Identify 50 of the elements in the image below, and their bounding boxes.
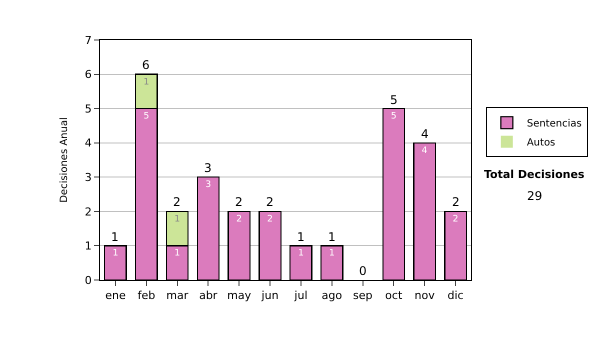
data-label: 1 [144, 77, 150, 88]
total-label: 4 [421, 127, 429, 141]
text: 29 [527, 189, 542, 203]
total-label: 1 [328, 230, 336, 244]
total-label: 0 [359, 264, 367, 278]
y-tick-label: 5 [84, 102, 92, 116]
y-axis-title: Decisiones Anual [58, 117, 70, 203]
total-label: 2 [452, 195, 460, 209]
y-tick-label: 3 [84, 170, 92, 184]
data-label: 1 [174, 214, 180, 224]
y-tick-label: 6 [84, 68, 92, 82]
total-label: 2 [173, 195, 181, 209]
text: Total Decisiones [484, 168, 585, 181]
y-tick-label: 2 [84, 205, 92, 218]
x-tick-label: jul [293, 289, 308, 302]
total-label: 5 [390, 93, 398, 107]
x-tick-label: oct [385, 289, 403, 302]
y-tick-label: 1 [84, 240, 92, 253]
x-tick-label: abr [199, 289, 218, 302]
total-label: 2 [266, 195, 274, 209]
data-label: 2 [236, 214, 242, 224]
x-tick-label: jun [260, 289, 279, 302]
data-label: 4 [422, 146, 428, 156]
total-label: 2 [235, 195, 243, 209]
x-tick-label: mar [166, 289, 189, 302]
total-label: 3 [204, 161, 212, 175]
data-label: 3 [205, 180, 212, 190]
data-label: 1 [298, 248, 304, 259]
data-label: 5 [390, 112, 397, 122]
data-label: 1 [174, 248, 180, 259]
x-tick-label: nov [414, 289, 436, 302]
legend-label: Sentencias [526, 118, 582, 130]
x-tick-label: ene [105, 289, 126, 302]
x-tick-label: may [227, 289, 252, 302]
total-label: 6 [142, 58, 150, 72]
data-label: 5 [144, 112, 150, 122]
data-label: 1 [329, 248, 335, 259]
data-label: 2 [452, 214, 458, 224]
y-tick-label: 4 [84, 136, 92, 150]
y-tick-label: 7 [84, 34, 92, 47]
x-tick-label: sep [353, 289, 373, 302]
data-label: 1 [112, 248, 118, 259]
x-tick-label: feb [138, 289, 156, 302]
x-tick-label: ago [322, 289, 342, 302]
total-label: 1 [111, 230, 119, 244]
y-tick-label: 0 [84, 274, 92, 287]
x-tick-label: dic [447, 289, 464, 302]
total-label: 1 [297, 230, 305, 244]
legend-label: Autos [526, 138, 556, 149]
data-label: 2 [267, 214, 273, 224]
